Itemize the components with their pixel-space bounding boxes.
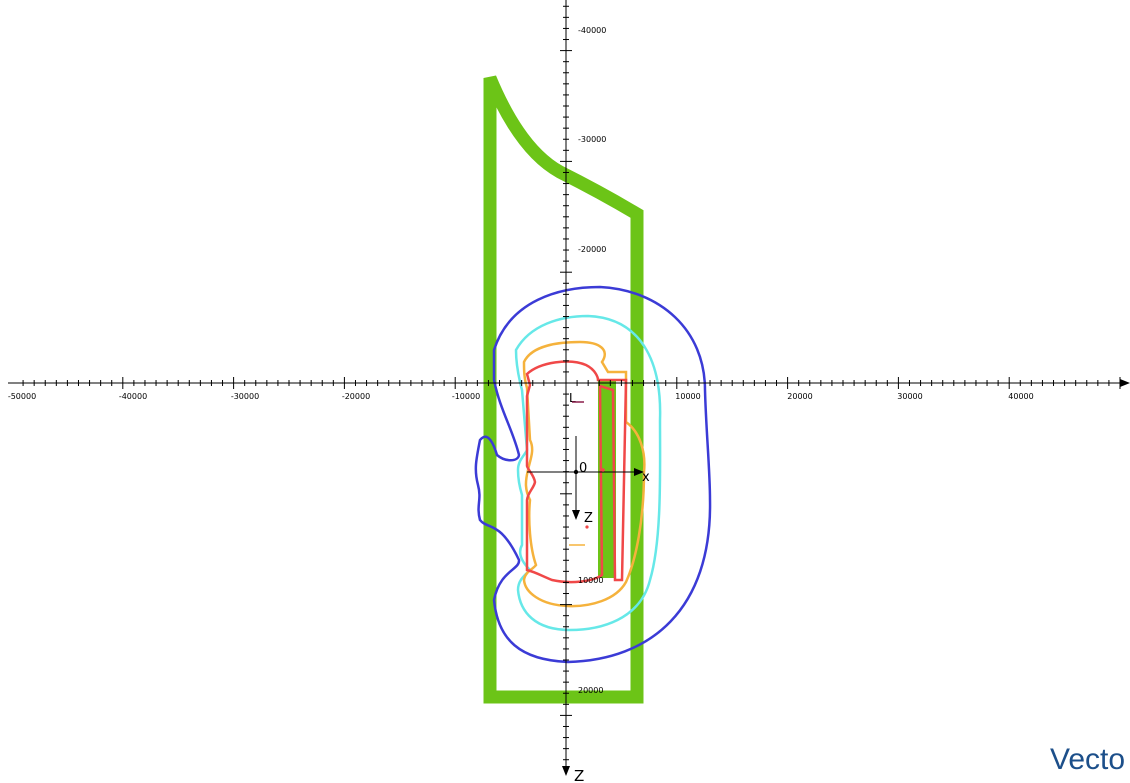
y-tick-label: 20000 [578, 686, 603, 695]
x-tick-label: -20000 [342, 392, 370, 401]
local-top-label: L [569, 391, 576, 405]
x-tick-label: 40000 [1008, 392, 1033, 401]
local-z-arrow [572, 510, 580, 520]
y-tick-label: -30000 [578, 135, 606, 144]
local-x-arrow [634, 468, 644, 476]
local-marker-dot [585, 525, 589, 529]
local-marker-dot [601, 468, 605, 472]
contour-cyan [514, 314, 662, 632]
vertical-axis-arrow [562, 766, 570, 776]
x-tick-label: -50000 [8, 392, 36, 401]
local-origin-label: 0 [579, 461, 587, 476]
local-origin-point [573, 469, 579, 475]
y-tick-label: 10000 [578, 576, 603, 585]
x-tick-label: 10000 [675, 392, 700, 401]
vertical-axis-title: Z [574, 767, 584, 783]
brand-logo-text: Vecto [1050, 743, 1126, 776]
x-tick-label: -40000 [119, 392, 147, 401]
axis-ticks [22, 5, 1121, 761]
contour-blue [474, 285, 712, 664]
local-z-label: Z [584, 511, 593, 526]
x-tick-label: -30000 [231, 392, 259, 401]
structure-outline [483, 75, 644, 704]
x-tick-label: 30000 [897, 392, 922, 401]
x-tick-label: -10000 [452, 392, 480, 401]
y-tick-label: -20000 [578, 245, 606, 254]
y-tick-label: -40000 [578, 26, 606, 35]
x-tick-label: 20000 [787, 392, 812, 401]
local-x-label: x [642, 470, 650, 485]
horizontal-axis-arrow [1120, 379, 1130, 387]
contour-red [525, 360, 628, 584]
